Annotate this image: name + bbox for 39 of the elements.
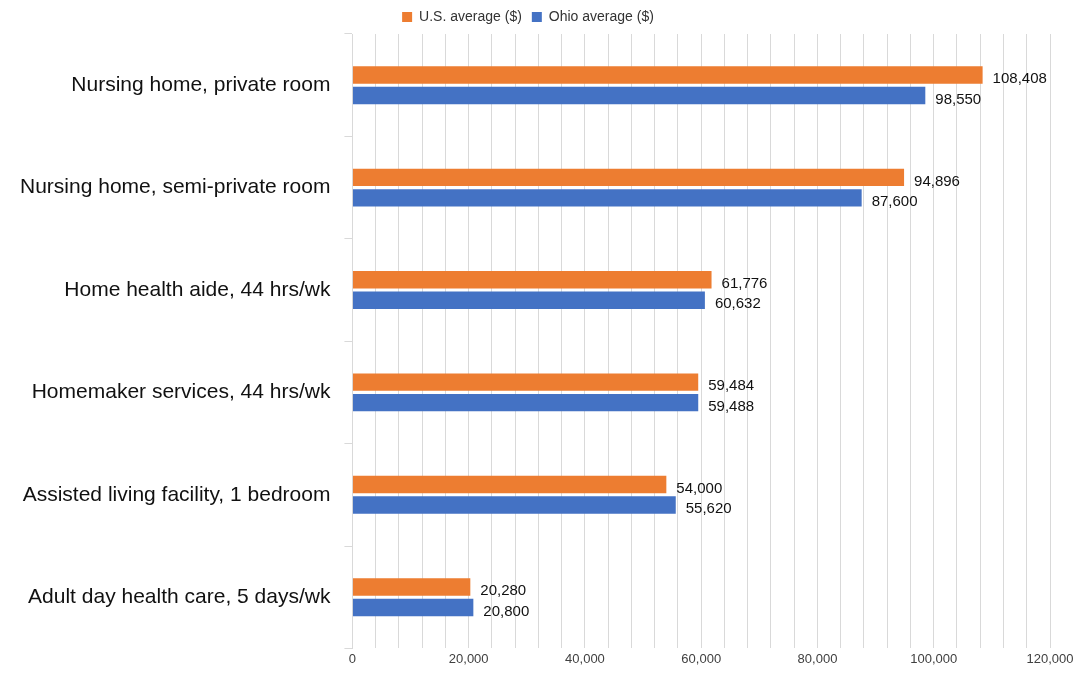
data-label: 87,600 [871,191,918,209]
bar [352,373,699,391]
x-tick-label: 80,000 [797,650,838,666]
y-tick-label: Homemaker services, 44 hrs/wk [31,379,331,403]
bar [352,271,712,289]
x-tick-label: 40,000 [565,650,605,666]
y-tick-label: Adult day health care, 5 days/wk [28,584,331,607]
bar [352,578,471,596]
bar [352,598,474,617]
y-tick-label: Assisted living facility, 1 bedroom [22,481,331,505]
bar [352,496,676,514]
data-label: 55,620 [685,499,732,517]
data-label: 60,632 [714,294,761,312]
x-tick-label: 20,000 [448,650,489,666]
data-label: 20,800 [483,601,530,619]
bar [352,189,862,207]
bar [352,168,905,187]
data-label: 98,550 [935,89,982,107]
bar [352,475,667,494]
y-tick-label: Home health aide, 44 hrs/wk [64,276,331,300]
x-tick-label: 100,000 [910,650,958,666]
data-label: 61,776 [721,273,768,291]
data-label: 54,000 [676,478,723,496]
legend-label: Ohio average ($) [548,7,654,24]
legend-label: U.S. average ($) [419,7,522,24]
x-tick-label: 60,000 [681,650,722,666]
x-tick-label: 120,000 [1026,650,1074,666]
data-label: 59,484 [708,376,755,394]
y-tick-label: Nursing home, private room [71,72,331,95]
data-label: 94,896 [914,171,960,189]
data-label: 59,488 [708,396,755,414]
data-label: 20,280 [480,581,527,599]
bar [352,393,699,412]
bar [352,291,705,309]
bar [352,86,926,105]
bar [352,66,983,84]
x-tick-label: 0 [348,650,357,666]
data-label: 108,408 [992,69,1047,87]
y-tick-label: Nursing home, semi-private room [20,174,331,198]
